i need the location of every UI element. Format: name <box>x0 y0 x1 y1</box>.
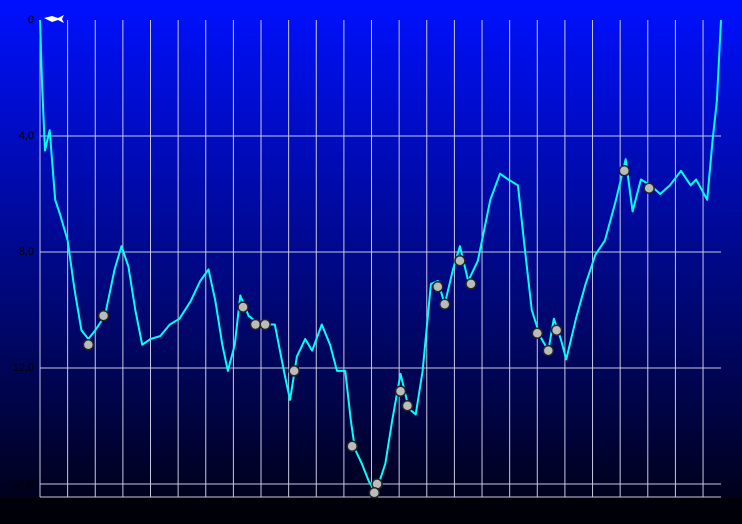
x-tick-label: 40 <box>586 500 598 512</box>
y-tick-label: 4,0 <box>19 130 34 142</box>
plot-area: 0 4,0 8,0 12,0 16,0 10 20 30 40 <box>13 14 722 512</box>
event-marker <box>259 318 271 331</box>
x-tick-label: 10 <box>172 500 184 512</box>
y-tick-label: 8,0 <box>19 246 34 258</box>
event-marker <box>401 399 414 412</box>
x-axis-band <box>0 497 742 524</box>
event-marker <box>550 324 563 337</box>
y-tick-label: 0 <box>28 14 34 26</box>
event-marker <box>618 165 631 177</box>
event-marker <box>454 254 466 267</box>
event-marker <box>531 327 544 339</box>
x-tick-label: 20 <box>310 500 322 512</box>
event-marker <box>288 365 300 377</box>
y-tick-label: 16,0 <box>13 478 34 490</box>
depth-line <box>39 19 722 494</box>
event-marker <box>394 385 407 397</box>
event-marker <box>438 298 451 310</box>
event-marker <box>542 344 555 357</box>
x-tick-label: 30 <box>448 500 460 512</box>
event-marker <box>237 301 249 313</box>
event-marker <box>432 281 444 293</box>
event-marker <box>97 310 110 322</box>
event-marker <box>249 318 262 331</box>
diver-icon <box>44 15 64 23</box>
event-marker <box>465 278 477 290</box>
event-marker <box>346 440 358 453</box>
y-tick-label: 12,0 <box>13 362 34 374</box>
event-marker <box>368 486 381 499</box>
event-marker <box>82 339 95 351</box>
event-marker <box>643 182 655 194</box>
